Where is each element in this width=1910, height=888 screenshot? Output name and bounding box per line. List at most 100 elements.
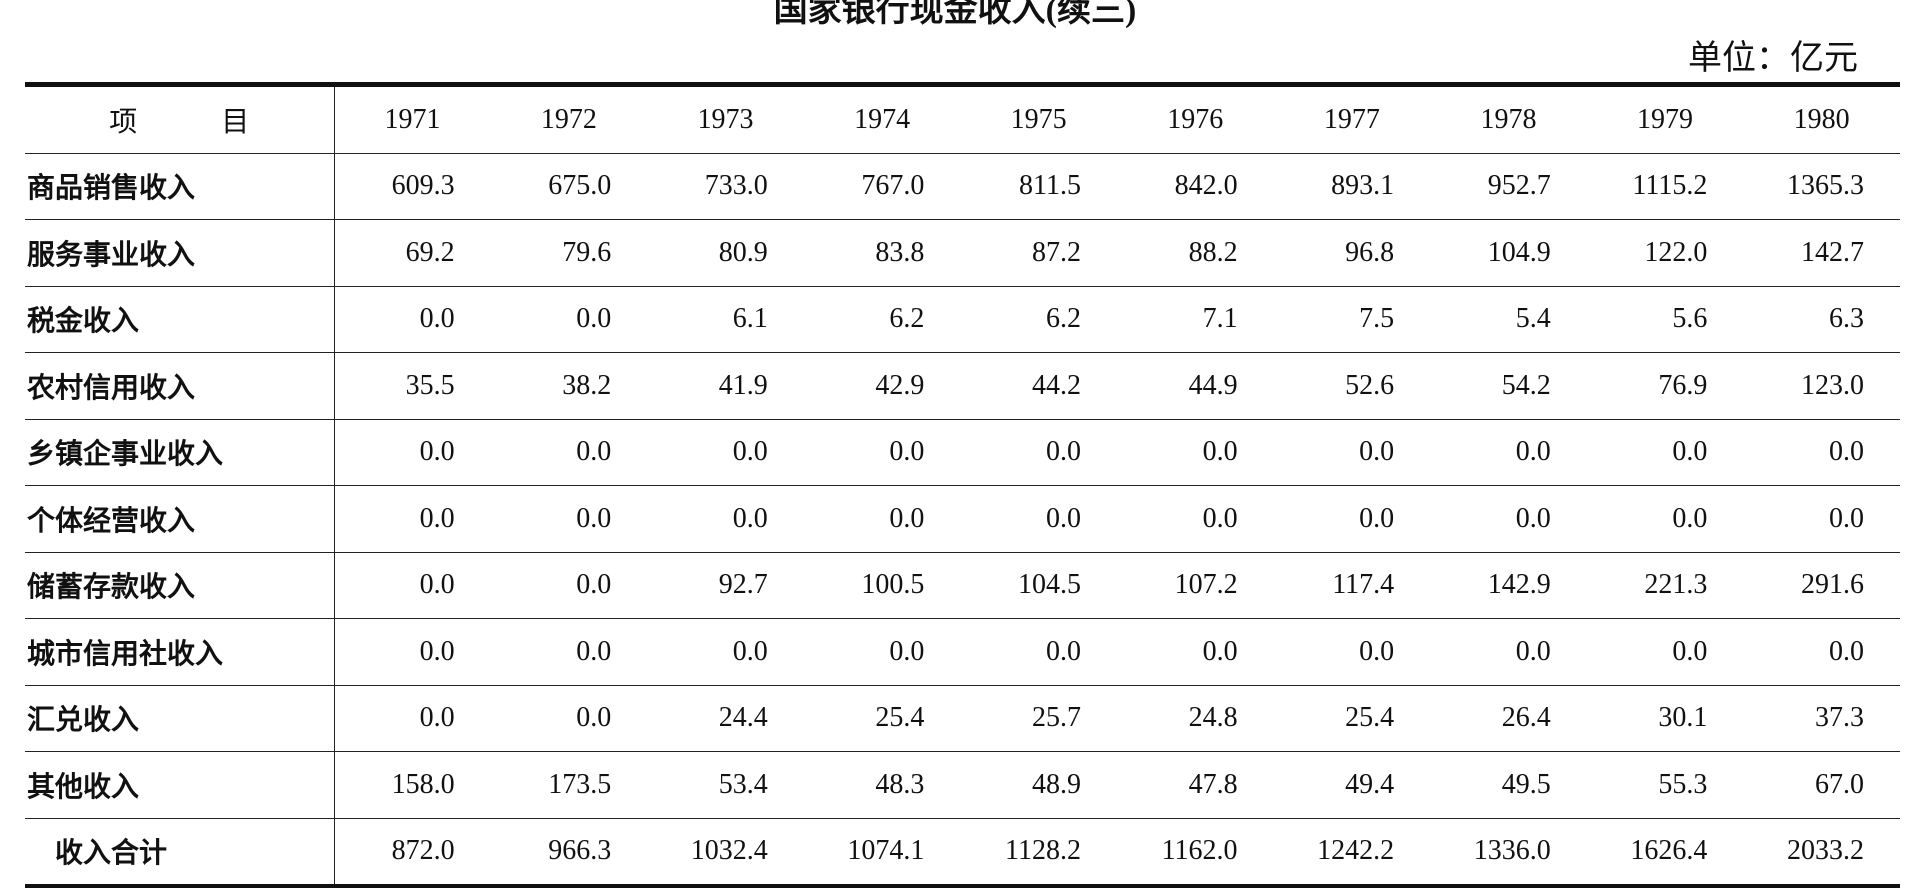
item-header: 项 目 (25, 84, 335, 154)
value-cell: 0.0 (1586, 618, 1744, 686)
value-cell: 0.0 (334, 485, 491, 553)
table-row: 税金收入 0.0 0.0 6.1 6.2 6.2 7.1 7.5 5.4 5.6 6.3 (25, 286, 1900, 353)
value-cell: 0.0 (490, 419, 648, 486)
value-cell: 966.3 (490, 818, 648, 887)
value-cell: 44.9 (1116, 352, 1274, 420)
value-cell: 811.5 (960, 153, 1117, 220)
value-cell: 1128.2 (960, 818, 1117, 887)
value-cell: 7.1 (1116, 286, 1274, 353)
value-cell: 842.0 (1116, 153, 1274, 220)
value-cell: 0.0 (1116, 618, 1274, 686)
value-cell: 0.0 (803, 485, 961, 553)
row-label: 农村信用收入 (25, 352, 335, 420)
value-cell: 0.0 (647, 618, 804, 686)
value-cell: 0.0 (960, 618, 1117, 686)
value-cell: 609.3 (334, 153, 491, 220)
value-cell: 48.3 (803, 751, 961, 819)
value-cell: 1162.0 (1116, 818, 1274, 887)
value-cell: 69.2 (334, 219, 491, 287)
value-cell: 733.0 (647, 153, 804, 220)
title: 国家银行现金收入(续三) (773, 0, 1137, 29)
value-cell: 0.0 (334, 552, 491, 619)
value-cell: 1336.0 (1430, 818, 1587, 887)
column-header: 1976 (1116, 84, 1274, 154)
value-cell: 24.8 (1116, 685, 1274, 752)
row-label: 商品销售收入 (25, 153, 335, 220)
value-cell: 0.0 (1743, 618, 1900, 686)
value-cell: 5.4 (1430, 286, 1587, 353)
column-header: 1972 (490, 84, 648, 154)
value-cell: 0.0 (803, 618, 961, 686)
value-cell: 291.6 (1743, 552, 1900, 619)
row-label: 个体经营收入 (25, 485, 335, 553)
column-header: 1979 (1586, 84, 1744, 154)
column-header: 1974 (803, 84, 961, 154)
value-cell: 54.2 (1430, 352, 1587, 420)
value-cell: 0.0 (334, 685, 491, 752)
value-cell: 44.2 (960, 352, 1117, 420)
value-cell: 79.6 (490, 219, 648, 287)
value-cell: 30.1 (1586, 685, 1744, 752)
value-cell: 6.2 (960, 286, 1117, 353)
value-cell: 0.0 (1743, 485, 1900, 553)
value-cell: 158.0 (334, 751, 491, 819)
table-row: 乡镇企事业收入 0.0 0.0 0.0 0.0 0.0 0.0 0.0 0.0 0.0 0.0 (25, 419, 1900, 486)
value-cell: 24.4 (647, 685, 804, 752)
table-row: 城市信用社收入 0.0 0.0 0.0 0.0 0.0 0.0 0.0 0.0 0.0 0.0 (25, 618, 1900, 686)
table-row: 服务事业收入 69.2 79.6 80.9 83.8 87.2 88.2 96.8 104.9 1… (25, 219, 1900, 287)
value-cell: 41.9 (647, 352, 804, 420)
table-row: 其他收入 158.0 173.5 53.4 48.3 48.9 47.8 49.4 49.5 55… (25, 751, 1900, 819)
value-cell: 221.3 (1586, 552, 1744, 619)
value-cell: 0.0 (647, 485, 804, 553)
value-cell: 117.4 (1273, 552, 1431, 619)
value-cell: 107.2 (1116, 552, 1274, 619)
row-label: 收入合计 (25, 818, 335, 887)
income-table: 项 目 1971 1972 1973 1974 1975 1976 1977 1978 1979 1… (25, 82, 1900, 888)
value-cell: 0.0 (334, 618, 491, 686)
value-cell: 104.9 (1430, 219, 1587, 287)
value-cell: 767.0 (803, 153, 961, 220)
value-cell: 25.4 (1273, 685, 1431, 752)
column-header: 1975 (960, 84, 1117, 154)
value-cell: 25.7 (960, 685, 1117, 752)
value-cell: 0.0 (1586, 419, 1744, 486)
value-cell: 0.0 (1430, 618, 1587, 686)
value-cell: 1626.4 (1586, 818, 1744, 887)
value-cell: 0.0 (1586, 485, 1744, 553)
column-header: 1980 (1743, 84, 1900, 154)
table-row: 收入合计 872.0 966.3 1032.4 1074.1 1128.2 1162.0 12… (25, 818, 1900, 887)
value-cell: 2033.2 (1743, 818, 1900, 887)
value-cell: 35.5 (334, 352, 491, 420)
table-row: 商品销售收入 609.3 675.0 733.0 767.0 811.5 842.0 893.… (25, 153, 1900, 220)
table-row: 汇兑收入 0.0 0.0 24.4 25.4 25.7 24.8 25.4 26.4 30.1 37… (25, 685, 1900, 752)
value-cell: 48.9 (960, 751, 1117, 819)
column-header: 1977 (1273, 84, 1431, 154)
value-cell: 0.0 (334, 419, 491, 486)
value-cell: 25.4 (803, 685, 961, 752)
column-header: 1973 (647, 84, 804, 154)
table-body: 商品销售收入 609.3 675.0 733.0 767.0 811.5 842.0 893.… (25, 153, 1900, 887)
header-row: 项 目 1971 1972 1973 1974 1975 1976 1977 1978 1979 1… (25, 84, 1900, 154)
value-cell: 0.0 (803, 419, 961, 486)
value-cell: 173.5 (490, 751, 648, 819)
value-cell: 0.0 (647, 419, 804, 486)
row-label: 汇兑收入 (25, 685, 335, 752)
row-label: 乡镇企事业收入 (25, 419, 335, 486)
value-cell: 0.0 (1273, 618, 1431, 686)
value-cell: 952.7 (1430, 153, 1587, 220)
value-cell: 88.2 (1116, 219, 1274, 287)
value-cell: 0.0 (490, 618, 648, 686)
value-cell: 0.0 (490, 485, 648, 553)
value-cell: 0.0 (1116, 485, 1274, 553)
value-cell: 47.8 (1116, 751, 1274, 819)
value-cell: 142.7 (1743, 219, 1900, 287)
table-row: 农村信用收入 35.5 38.2 41.9 42.9 44.2 44.9 52.6 54.2 76… (25, 352, 1900, 420)
value-cell: 87.2 (960, 219, 1117, 287)
row-label: 其他收入 (25, 751, 335, 819)
value-cell: 0.0 (1116, 419, 1274, 486)
value-cell: 0.0 (1273, 485, 1431, 553)
value-cell: 37.3 (1743, 685, 1900, 752)
value-cell: 0.0 (334, 286, 491, 353)
value-cell: 1365.3 (1743, 153, 1900, 220)
